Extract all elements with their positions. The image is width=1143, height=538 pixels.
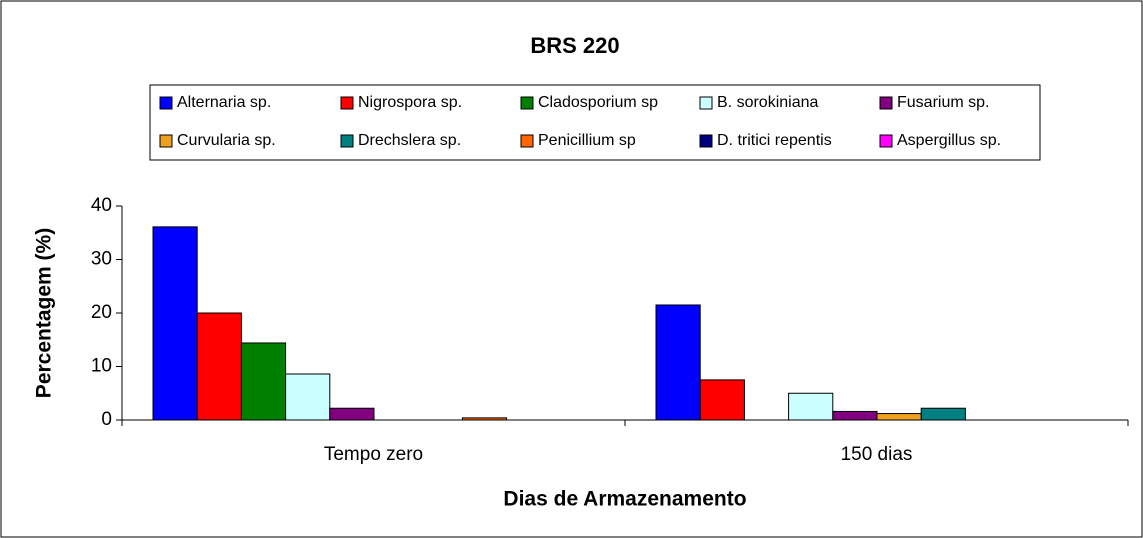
legend-swatch bbox=[879, 96, 893, 110]
legend-swatch bbox=[699, 96, 713, 110]
bar bbox=[788, 392, 834, 421]
x-axis-title: Dias de Armazenamento bbox=[503, 488, 746, 511]
bar bbox=[461, 417, 508, 421]
bar bbox=[329, 407, 375, 421]
legend-swatch bbox=[699, 134, 713, 148]
bar bbox=[240, 342, 287, 421]
legend-swatch bbox=[159, 96, 173, 110]
bar bbox=[655, 304, 701, 421]
y-tick-label: 0 bbox=[101, 409, 112, 430]
legend-label: Alternaria sp. bbox=[177, 94, 271, 111]
legend-swatch bbox=[520, 96, 534, 110]
bar bbox=[285, 373, 331, 421]
legend-swatch bbox=[520, 134, 534, 148]
legend-label: D. tritici repentis bbox=[717, 132, 832, 149]
legend-swatch bbox=[340, 96, 354, 110]
bar bbox=[920, 407, 966, 421]
y-tick-label: 20 bbox=[91, 302, 112, 323]
y-axis-title: Percentagem (%) bbox=[33, 228, 56, 398]
legend-swatch bbox=[159, 134, 173, 148]
bar bbox=[699, 379, 745, 421]
legend-swatch bbox=[340, 134, 354, 148]
y-tick-label: 40 bbox=[91, 195, 112, 216]
legend-label: Cladosporium sp bbox=[538, 94, 658, 111]
bar bbox=[196, 312, 242, 421]
x-tick-label: Tempo zero bbox=[324, 444, 423, 465]
y-tick-label: 10 bbox=[91, 356, 112, 377]
legend-label: Curvularia sp. bbox=[177, 132, 276, 149]
legend-label: Aspergillus sp. bbox=[897, 132, 1001, 149]
y-tick-label: 30 bbox=[91, 249, 112, 270]
legend-label: Penicillium sp bbox=[538, 132, 636, 149]
legend-label: B. sorokiniana bbox=[717, 94, 818, 111]
chart-title: BRS 220 bbox=[530, 33, 619, 58]
bar bbox=[152, 226, 198, 421]
legend-swatch bbox=[879, 134, 893, 148]
legend-label: Drechslera sp. bbox=[358, 132, 461, 149]
x-tick-label: 150 dias bbox=[841, 444, 913, 465]
bar bbox=[832, 410, 878, 421]
bar bbox=[876, 413, 922, 421]
legend-label: Fusarium sp. bbox=[897, 94, 989, 111]
legend-label: Nigrospora sp. bbox=[358, 94, 462, 111]
